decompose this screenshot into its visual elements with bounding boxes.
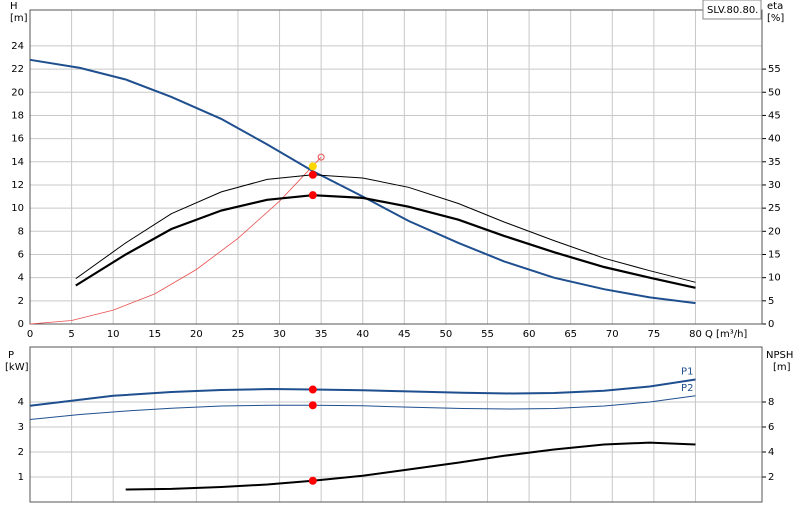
- y2-unit: [%]: [767, 13, 784, 24]
- legend-box: [702, 0, 762, 20]
- y2-tick-label: 6: [768, 422, 774, 433]
- y-tick-label: 18: [11, 110, 24, 121]
- y-tick-label: 22: [11, 64, 24, 75]
- y-tick-label: 2: [18, 296, 24, 307]
- curve: [125, 441, 696, 491]
- marker-dot: [308, 476, 317, 485]
- x-tick-label: 80: [689, 329, 702, 340]
- x-tick-label: 75: [647, 329, 660, 340]
- y-tick-label: 14: [11, 157, 24, 168]
- y2-tick-label: 0: [768, 319, 774, 330]
- x-tick-label: 45: [398, 329, 411, 340]
- x-tick-label: 50: [440, 329, 453, 340]
- curve: [29, 395, 696, 420]
- y-tick-label: 2: [18, 447, 24, 458]
- y2-tick-label: 35: [768, 157, 781, 168]
- y-unit: [m]: [10, 13, 28, 24]
- x-tick-label: 10: [107, 329, 120, 340]
- x-tick-label: 30: [273, 329, 286, 340]
- curve: [29, 156, 322, 325]
- plot-frame: [29, 9, 763, 325]
- y-tick-label: 6: [18, 249, 24, 260]
- y-tick-label: 3: [18, 422, 24, 433]
- y-tick-label: 10: [11, 203, 24, 214]
- y2-label: NPSH: [766, 350, 793, 361]
- x-tick-label: 65: [564, 329, 577, 340]
- y-tick-label: 0: [18, 319, 24, 330]
- y2-tick-label: 25: [768, 203, 781, 214]
- plot-area: [30, 10, 762, 324]
- curve: [29, 58, 696, 305]
- plot-frame: [29, 346, 763, 503]
- y-tick-label: 20: [11, 87, 24, 98]
- y-tick-label: 4: [18, 273, 24, 284]
- y-tick-label: 24: [11, 41, 24, 52]
- x-tick-label: 5: [68, 329, 74, 340]
- marker-dot: [308, 170, 317, 179]
- x-tick-label: 15: [148, 329, 161, 340]
- y-tick-label: 8: [18, 226, 24, 237]
- series-label: P1: [681, 367, 693, 378]
- marker-dot: [308, 162, 317, 171]
- y2-tick-label: 4: [768, 447, 774, 458]
- y2-tick-label: 50: [768, 87, 781, 98]
- x-tick-label: 35: [315, 329, 328, 340]
- marker-dot: [308, 385, 317, 394]
- curve: [29, 378, 696, 407]
- y2-tick-label: 10: [768, 273, 781, 284]
- x-label: Q [m³/h]: [705, 329, 747, 340]
- y-tick-label: 4: [18, 397, 24, 408]
- y2-tick-label: 45: [768, 110, 781, 121]
- y2-tick-label: 30: [768, 180, 781, 191]
- x-tick-label: 20: [190, 329, 203, 340]
- y2-tick-label: 40: [768, 134, 781, 145]
- marker-dot: [308, 191, 317, 200]
- plot-area: [30, 347, 762, 502]
- y2-tick-label: 5: [768, 296, 774, 307]
- x-tick-label: 60: [523, 329, 536, 340]
- x-tick-label: 70: [606, 329, 619, 340]
- x-tick-label: 25: [232, 329, 245, 340]
- x-tick-label: 0: [27, 329, 33, 340]
- y-label: H: [10, 1, 18, 12]
- series-label: P2: [681, 383, 693, 394]
- y2-tick-label: 15: [768, 249, 781, 260]
- y2-unit: [m]: [773, 362, 791, 373]
- y-tick-label: 16: [11, 134, 24, 145]
- x-tick-label: 55: [481, 329, 494, 340]
- y2-label: eta: [767, 1, 783, 12]
- curve: [75, 174, 696, 283]
- legend-text: SLV.80.80.: [707, 5, 758, 16]
- y2-tick-label: 8: [768, 397, 774, 408]
- curve: [75, 194, 696, 289]
- y2-tick-label: 55: [768, 64, 781, 75]
- marker-dot: [308, 401, 317, 410]
- y-unit: [kW]: [5, 362, 29, 373]
- x-tick-label: 40: [356, 329, 369, 340]
- marker-ring: [317, 153, 325, 161]
- y-tick-label: 12: [11, 180, 24, 191]
- y2-tick-label: 20: [768, 226, 781, 237]
- y-tick-label: 1: [18, 472, 24, 483]
- y-label: P: [8, 350, 14, 361]
- y2-tick-label: 2: [768, 472, 774, 483]
